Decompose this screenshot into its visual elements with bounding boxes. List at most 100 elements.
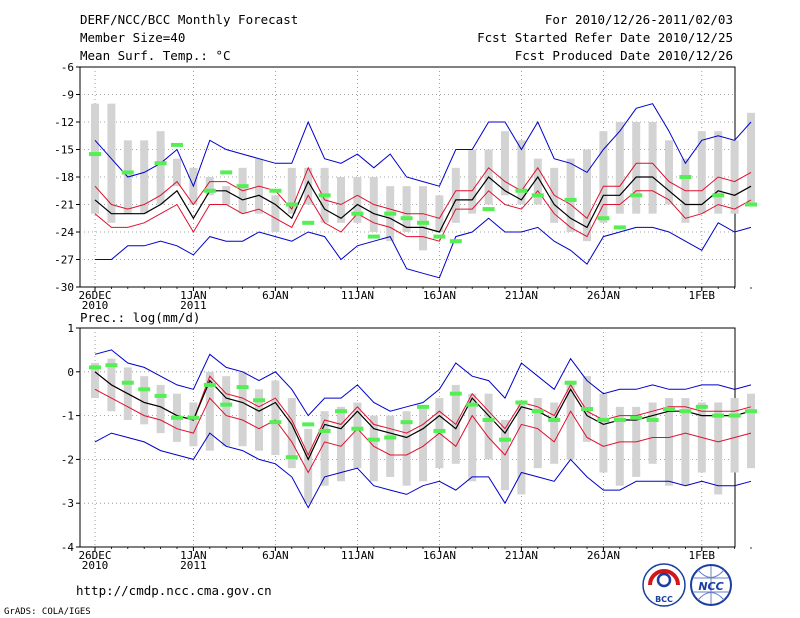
ncc-logo-text: NCC — [698, 580, 723, 593]
observed-marker — [745, 202, 757, 207]
envelope-low-line — [95, 217, 752, 279]
ensemble-box — [501, 131, 509, 196]
observed-marker — [433, 428, 446, 433]
y-tick-label: 1 — [67, 322, 74, 335]
observed-marker — [236, 385, 249, 390]
ensemble-box — [156, 131, 165, 205]
ensemble-box — [648, 122, 657, 214]
observed-marker — [269, 188, 282, 193]
observed-marker — [285, 202, 298, 207]
ensemble-box — [468, 149, 477, 214]
observed-marker — [351, 211, 364, 216]
observed-marker — [433, 234, 446, 239]
x-tick-label: 1JAN — [180, 549, 207, 562]
ensemble-box — [665, 398, 673, 486]
ensemble-box — [271, 195, 280, 232]
x-tick-label: 21JAN — [505, 289, 538, 302]
envelope-low-line — [94, 432, 752, 509]
observed-marker — [138, 387, 151, 392]
x-tick-label: 6JAN — [262, 549, 289, 562]
y-tick-label: -9 — [61, 89, 74, 102]
y-tick-label: -4 — [61, 541, 75, 554]
fcst-started-date: Fcst Started Refer Date 2010/12/25 — [477, 30, 733, 45]
ensemble-box — [714, 131, 723, 214]
ensemble-box — [140, 140, 149, 214]
footer-url[interactable]: http://cmdp.ncc.cma.gov.cn — [76, 583, 272, 598]
chart-title: DERF/NCC/BCC Monthly Forecast — [80, 12, 298, 27]
x-tick-label: 26DEC — [78, 549, 111, 562]
observed-marker — [351, 426, 364, 431]
ensemble-box — [304, 428, 313, 504]
y-tick-label: -1 — [61, 410, 74, 423]
observed-marker — [597, 417, 610, 422]
observed-marker — [302, 422, 315, 427]
ensemble-box — [91, 363, 99, 399]
bcc-logo-text: BCC — [655, 595, 673, 604]
observed-marker — [384, 435, 397, 440]
ensemble-box — [484, 393, 493, 460]
ensemble-box — [205, 371, 214, 451]
ensemble-box — [369, 415, 378, 482]
forecast-period: For 2010/12/26-2011/02/03 — [545, 12, 733, 27]
y-tick-label: -6 — [61, 61, 74, 74]
x-tick-label: 11JAN — [341, 289, 374, 302]
ncc-logo: NCC — [690, 564, 732, 606]
variable-label: Mean Surf. Temp.: °C — [80, 48, 231, 63]
ensemble-box — [287, 167, 296, 214]
observed-marker — [449, 391, 462, 396]
ensemble-box — [730, 398, 739, 473]
x-tick-label: 26JAN — [587, 289, 620, 302]
bcc-logo: BCC — [642, 563, 686, 607]
observed-marker — [630, 415, 643, 420]
envelope-high-line — [94, 349, 752, 417]
ensemble-box — [615, 406, 624, 486]
x-tick-label: 16JAN — [423, 289, 456, 302]
observed-marker — [318, 428, 331, 433]
observed-marker — [679, 409, 692, 414]
y-tick-label: 0 — [67, 366, 74, 379]
ensemble-box — [402, 186, 411, 232]
ensemble-box — [533, 398, 542, 469]
ensemble-box — [173, 158, 181, 187]
observed-marker — [367, 437, 380, 442]
observed-marker — [728, 413, 741, 418]
observed-marker — [663, 407, 675, 412]
ensemble-box — [583, 149, 591, 242]
observed-marker — [597, 216, 610, 221]
x-tick-sublabel: 2011 — [180, 559, 207, 572]
observed-marker — [318, 193, 331, 198]
ensemble-box — [353, 177, 362, 223]
ensemble-box — [222, 376, 231, 447]
ensemble-box — [140, 376, 149, 425]
observed-marker — [581, 407, 593, 412]
ensemble-box — [599, 131, 608, 223]
ensemble-box — [681, 398, 690, 486]
y-tick-label: -21 — [54, 199, 74, 212]
ensemble-box — [451, 167, 460, 223]
observed-marker — [515, 400, 528, 405]
observed-marker — [253, 398, 265, 403]
observed-marker — [154, 161, 167, 166]
observed-marker — [499, 437, 511, 442]
ensemble-box — [517, 402, 526, 495]
spread-lower-line — [94, 388, 752, 474]
observed-marker — [302, 220, 315, 225]
x-tick-label: 26DEC — [78, 289, 111, 302]
ensemble-box — [189, 402, 198, 447]
observed-marker — [564, 380, 577, 385]
ensemble-box — [238, 371, 247, 447]
x-tick-label: 21JAN — [505, 549, 538, 562]
ensemble-box — [665, 140, 673, 205]
observed-marker — [203, 188, 216, 193]
observed-marker — [187, 415, 200, 420]
x-tick-label: 1FEB — [689, 289, 716, 302]
observed-marker — [613, 225, 626, 230]
observed-marker — [171, 142, 183, 147]
ensemble-box — [402, 411, 411, 486]
observed-marker — [482, 207, 495, 212]
observed-marker — [646, 417, 659, 422]
observed-marker — [236, 184, 249, 189]
y-tick-label: -24 — [54, 226, 74, 239]
